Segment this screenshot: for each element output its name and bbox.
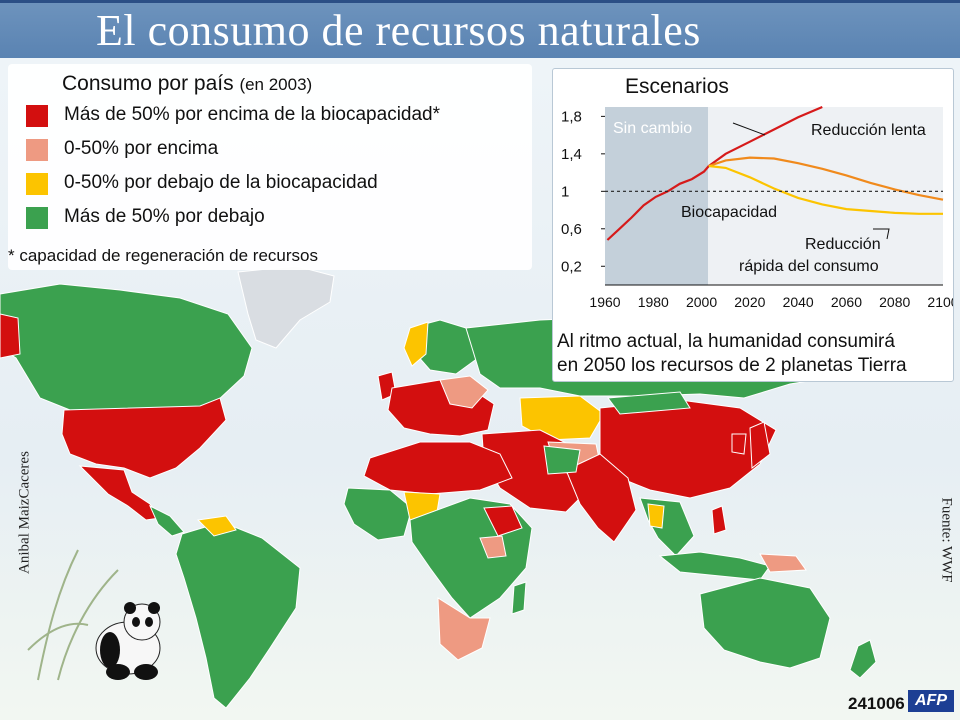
alaska (0, 313, 21, 359)
south-america (175, 521, 301, 709)
series-line-continuation (708, 105, 823, 167)
canada (0, 283, 253, 413)
indonesia (658, 551, 771, 581)
north-africa (363, 441, 513, 495)
y-axis: 1,8 1,4 1 0,6 0,2 (561, 108, 605, 275)
mongolia (607, 391, 691, 415)
series-line-sin-cambio (606, 165, 710, 241)
west-africa (343, 487, 413, 541)
scenario-panel: Escenarios Sin cambio 1,8 1,4 1 0,6 0,2 1960… (552, 68, 954, 382)
southern-africa (437, 597, 491, 661)
philippines (711, 505, 727, 535)
y-tick-label: 1,8 (561, 108, 582, 125)
korea (731, 433, 747, 455)
eastern-europe (439, 375, 489, 409)
norway (403, 321, 429, 367)
title-bar: El consumo de recursos naturales (0, 0, 960, 58)
legend-label: 0-50% por debajo de la biocapacidad (64, 172, 378, 193)
y-tick-label: 1 (561, 183, 569, 200)
page-title: El consumo de recursos naturales (96, 6, 701, 55)
new-zealand (849, 639, 877, 679)
legend-label: 0-50% por encima (64, 138, 219, 159)
source-credit: Fuente: WWF (938, 497, 955, 583)
india-pakistan (565, 453, 637, 543)
series-line-reducci-n-lenta (708, 156, 944, 201)
panda-illustration (27, 549, 161, 681)
legend-title-text: Consumo por país (62, 72, 234, 95)
kazakhstan (519, 395, 605, 441)
biocapacidad-label: Biocapacidad (681, 204, 777, 221)
x-tick-label: 1980 (638, 294, 669, 310)
x-axis: 1960 1980 2000 2020 2040 2060 2080 2100 (589, 284, 953, 310)
reduccion-rapida-label-1: Reducción (805, 236, 881, 253)
y-tick-label: 0,6 (561, 221, 582, 238)
legend-swatch-green (26, 207, 48, 229)
australia (699, 577, 831, 669)
chart-title: Escenarios (625, 75, 729, 98)
legend-label: Más de 50% por encima de la biocapacidad… (64, 104, 441, 125)
rapida-pointer (873, 228, 890, 240)
afp-logo: AFP (908, 690, 954, 712)
series-layer (605, 105, 944, 241)
legend-panel: Consumo por país (en 2003) Más de 50% po… (8, 64, 532, 270)
x-tick-label: 1960 (589, 294, 620, 310)
legend-title-note: (en 2003) (239, 75, 313, 94)
caption-line-2: en 2050 los recursos de 2 planetas Tierr… (557, 355, 907, 376)
greenland (237, 265, 335, 349)
series-line-reducci-n-r-pida-del-consumo (708, 164, 943, 215)
legend-swatch-salmon (26, 139, 48, 161)
indonesia-east (759, 553, 807, 573)
usa (61, 397, 227, 479)
afghanistan (543, 445, 581, 475)
x-tick-label: 2040 (783, 294, 814, 310)
x-tick-label: 2000 (686, 294, 717, 310)
y-tick-label: 1,4 (561, 146, 582, 163)
infographic-body: Consumo por país (en 2003) Más de 50% po… (0, 58, 960, 720)
legend-swatch-yellow (26, 173, 48, 195)
japan (749, 421, 771, 469)
legend-title: Consumo por país (en 2003) (62, 72, 312, 96)
scenario-chart: Escenarios Sin cambio 1,8 1,4 1 0,6 0,2 1960… (561, 75, 953, 310)
reduccion-lenta-label: Reducción lenta (811, 122, 926, 139)
x-tick-label: 2100 (927, 294, 953, 310)
x-tick-label: 2080 (879, 294, 910, 310)
sin-cambio-label: Sin cambio (613, 120, 692, 137)
lenta-pointer (732, 122, 766, 136)
author-credit: Anibal MaizCaceres (16, 451, 33, 574)
y-tick-label: 0,2 (561, 258, 582, 275)
caption-line-1: Al ritmo actual, la humanidad consumirá (557, 331, 895, 352)
x-tick-label: 2020 (734, 294, 765, 310)
venezuela (196, 515, 237, 537)
legend-label: Más de 50% por debajo (64, 206, 265, 227)
legend-swatch-red (26, 105, 48, 127)
thailand (647, 503, 665, 529)
central-america (148, 504, 185, 537)
legend-footnote: * capacidad de regeneración de recursos (8, 246, 318, 265)
x-tick-label: 2060 (831, 294, 862, 310)
reduccion-rapida-label-2: rápida del consumo (739, 258, 879, 275)
graphic-code: 241006 (848, 694, 905, 713)
ethiopia (483, 505, 523, 537)
east-africa (479, 535, 507, 559)
madagascar (511, 581, 527, 615)
